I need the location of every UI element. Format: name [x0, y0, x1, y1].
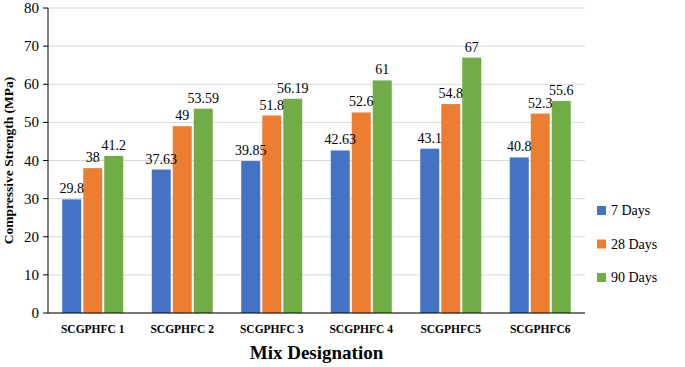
x-tick-label: SCGPHFC 3 — [240, 323, 304, 335]
grid-line — [48, 160, 585, 161]
x-tick-label: SCGPHFC 4 — [329, 323, 393, 335]
data-label: 55.6 — [549, 83, 574, 98]
bar — [62, 199, 81, 313]
bar — [552, 101, 571, 313]
bar — [283, 99, 302, 313]
y-axis-title: Compressive Strength (MPa) — [1, 77, 16, 244]
bar — [510, 157, 529, 313]
data-label: 67 — [465, 40, 479, 55]
data-label: 41.2 — [102, 138, 127, 153]
grid-line — [48, 84, 585, 85]
y-tick — [43, 313, 48, 314]
y-tick — [43, 198, 48, 199]
bar — [531, 114, 550, 313]
y-tick — [43, 160, 48, 161]
data-label: 51.8 — [260, 98, 285, 113]
bar — [241, 161, 260, 313]
bar — [462, 58, 481, 313]
data-label: 39.85 — [235, 143, 267, 158]
data-label: 37.63 — [146, 152, 178, 167]
grid-line — [48, 313, 585, 314]
x-tick-label: SCGPHFC5 — [420, 323, 481, 335]
data-label: 52.6 — [349, 94, 374, 109]
legend-label: 7 Days — [611, 203, 650, 218]
y-axis — [48, 8, 49, 313]
y-tick-label: 60 — [24, 76, 39, 92]
y-tick-label: 20 — [24, 229, 39, 245]
y-tick — [43, 84, 48, 85]
data-label: 38 — [86, 150, 100, 165]
legend-swatch — [597, 240, 606, 249]
data-labels: 29.8 37.63 39.85 42.63 43.1 40.8 38 49 51.8 52.6 5… — [60, 40, 574, 197]
grid-line — [48, 198, 585, 199]
chart: 0 10 20 30 40 50 60 70 80 29.8 37.63 39.85 42.63 43.1… — [0, 0, 685, 367]
data-label: 61 — [375, 62, 389, 77]
y-tick-label: 40 — [24, 153, 39, 169]
x-axis — [48, 313, 585, 314]
bar — [104, 156, 123, 313]
x-axis-title: Mix Designation — [250, 342, 384, 363]
grid-line — [48, 8, 585, 9]
data-label: 53.59 — [188, 91, 220, 106]
bar — [194, 109, 213, 313]
bar — [152, 170, 171, 313]
y-tick — [43, 46, 48, 47]
bar — [420, 149, 439, 313]
x-tick-label: SCGPHFC 2 — [150, 323, 214, 335]
bar — [373, 80, 392, 313]
y-tick-label: 30 — [24, 191, 39, 207]
data-label: 43.1 — [418, 131, 443, 146]
data-label: 54.8 — [439, 86, 464, 101]
grid-line — [48, 236, 585, 237]
data-label: 40.8 — [507, 139, 532, 154]
data-label: 56.19 — [277, 81, 309, 96]
grid-line — [48, 122, 585, 123]
legend-label: 28 Days — [611, 237, 657, 252]
data-label: 29.8 — [60, 181, 85, 196]
y-tick-label: 50 — [24, 114, 39, 130]
y-tick — [43, 8, 48, 9]
y-tick — [43, 122, 48, 123]
legend-label: 90 Days — [611, 270, 657, 285]
x-tick-label: SCGPHFC 1 — [61, 323, 125, 335]
bar — [331, 150, 350, 313]
y-tick-label: 70 — [24, 38, 39, 54]
legend-swatch — [597, 206, 606, 215]
y-tick-label: 10 — [24, 267, 39, 283]
y-tick-label: 80 — [24, 0, 39, 16]
bar — [441, 104, 460, 313]
grid-line — [48, 46, 585, 47]
y-tick-label: 0 — [32, 305, 40, 321]
y-tick — [43, 274, 48, 275]
bar — [83, 168, 102, 313]
x-tick-label: SCGPHFC6 — [510, 323, 571, 335]
y-tick — [43, 236, 48, 237]
data-label: 42.63 — [325, 132, 357, 147]
data-label: 49 — [175, 108, 189, 123]
grid-line — [48, 274, 585, 275]
legend-swatch — [597, 273, 606, 282]
bars — [62, 58, 571, 313]
